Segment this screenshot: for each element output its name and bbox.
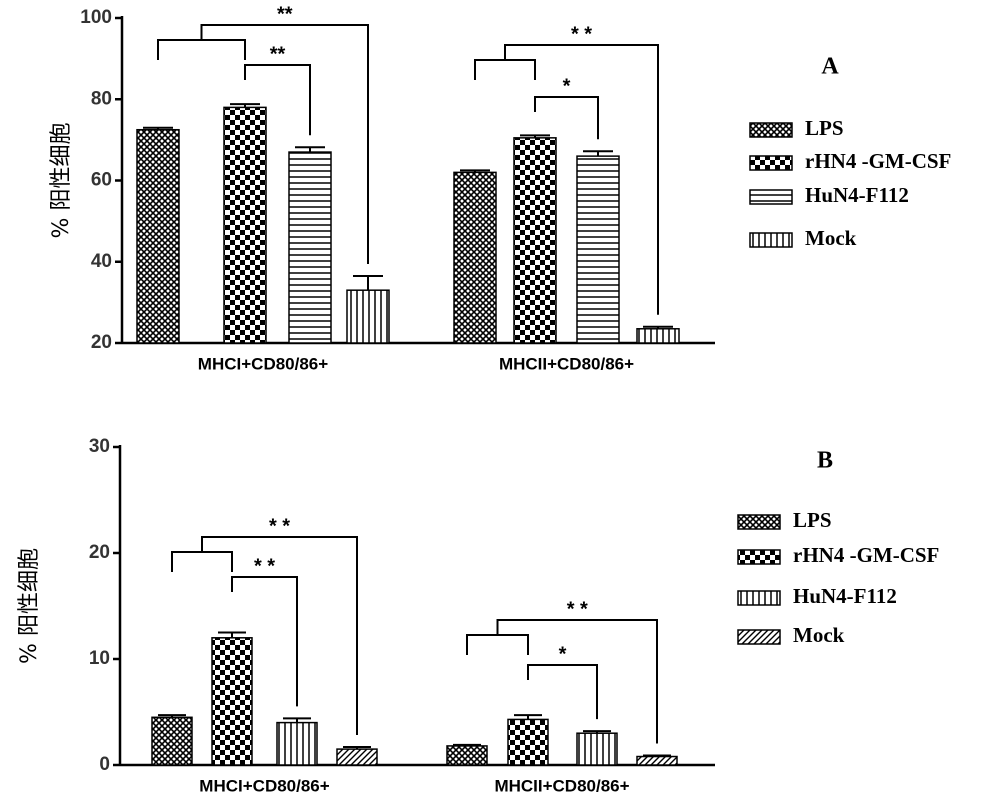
bar xyxy=(576,732,618,766)
legend-swatch xyxy=(749,122,793,138)
bar xyxy=(636,755,678,766)
y-axis-label: % 阳性细胞 xyxy=(17,548,42,664)
x-tick-label: MHCI+CD80/86+ xyxy=(199,776,329,795)
significance-bracket xyxy=(474,44,659,315)
bar xyxy=(136,128,180,344)
error-bar xyxy=(158,714,186,718)
error-bar xyxy=(643,754,671,757)
error-bar xyxy=(583,730,611,734)
error-bar xyxy=(283,717,311,723)
significance-bracket xyxy=(171,536,358,735)
y-tick-label: 20 xyxy=(89,542,110,563)
bar xyxy=(636,328,680,344)
significance-bracket xyxy=(527,664,598,720)
bar xyxy=(276,721,318,766)
legend-label: LPS xyxy=(805,116,844,140)
bar xyxy=(507,718,549,766)
legend-label: HuN4-F112 xyxy=(805,183,909,207)
y-tick-label: 80 xyxy=(91,88,112,109)
x-tick-label: MHCII+CD80/86+ xyxy=(499,354,634,373)
significance-label: * * xyxy=(269,515,290,537)
bar xyxy=(446,745,488,766)
error-bar xyxy=(295,146,325,153)
error-bar xyxy=(143,126,173,130)
significance-bracket xyxy=(534,96,599,140)
legend-swatch xyxy=(749,189,793,205)
error-bar xyxy=(643,325,673,329)
legend-swatch xyxy=(737,549,781,565)
bar xyxy=(336,748,378,766)
legend-label: rHN4 -GM-CSF xyxy=(793,543,939,567)
legend-swatch xyxy=(737,629,781,645)
significance-label: * xyxy=(563,75,571,97)
legend-swatch xyxy=(749,155,793,171)
y-tick-label: 100 xyxy=(80,7,112,28)
bar xyxy=(223,106,267,344)
bar xyxy=(211,637,253,766)
y-axis-label: % 阳性细胞 xyxy=(49,123,74,239)
legend-swatch xyxy=(749,232,793,248)
significance-label: ** xyxy=(277,3,293,25)
y-tick-label: 30 xyxy=(89,436,110,457)
error-bar xyxy=(353,274,383,291)
legend-label: Mock xyxy=(793,623,845,647)
legend-label: HuN4-F112 xyxy=(793,584,897,608)
legend-swatch xyxy=(737,514,781,530)
x-tick-label: MHCII+CD80/86+ xyxy=(494,776,629,795)
bar xyxy=(151,716,193,766)
bar xyxy=(513,137,557,344)
legend-label: rHN4 -GM-CSF xyxy=(805,149,951,173)
bar xyxy=(346,289,390,344)
significance-label: * * xyxy=(254,555,275,577)
y-tick-label: 20 xyxy=(91,332,112,353)
x-tick-label: MHCI+CD80/86+ xyxy=(198,354,328,373)
significance-bracket xyxy=(244,64,311,136)
bar xyxy=(576,155,620,344)
y-tick-label: 60 xyxy=(91,170,112,191)
bar xyxy=(453,171,497,344)
error-bar xyxy=(583,150,613,157)
error-bar xyxy=(453,743,481,746)
error-bar xyxy=(343,745,371,750)
legend-swatch xyxy=(737,590,781,606)
error-bar xyxy=(520,134,550,138)
significance-label: * * xyxy=(567,598,588,620)
error-bar xyxy=(218,631,246,638)
y-tick-label: 40 xyxy=(91,251,112,272)
legend-label: LPS xyxy=(793,508,832,532)
legend-label: Mock xyxy=(805,226,857,250)
significance-bracket xyxy=(466,619,658,744)
significance-bracket xyxy=(157,24,369,264)
significance-bracket xyxy=(231,576,298,707)
error-bar xyxy=(230,103,260,108)
significance-label: ** xyxy=(270,43,286,65)
bar xyxy=(288,151,332,344)
y-tick-label: 0 xyxy=(99,754,110,775)
y-tick-label: 10 xyxy=(89,648,110,669)
significance-label: * xyxy=(559,643,567,665)
panel-label: B xyxy=(817,448,833,474)
significance-label: * * xyxy=(571,23,592,45)
panel-label: A xyxy=(821,54,839,80)
error-bar xyxy=(460,169,490,173)
error-bar xyxy=(514,714,542,720)
